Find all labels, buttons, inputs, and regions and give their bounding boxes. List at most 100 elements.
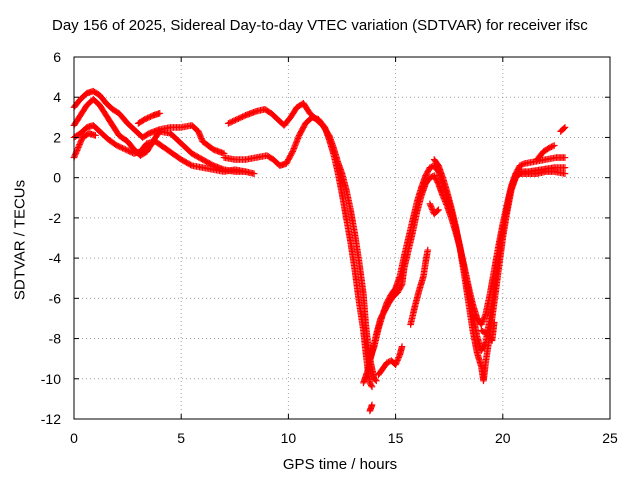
data-point (236, 114, 244, 122)
data-point (371, 376, 379, 384)
data-point (76, 139, 84, 147)
grid-lines (74, 57, 610, 419)
data-point (78, 137, 85, 144)
data-point (196, 130, 203, 138)
y-axis-label: SDTVAR / TECUs (11, 179, 29, 301)
x-tick-label: 0 (70, 430, 78, 446)
data-point (142, 115, 150, 122)
data-point (394, 355, 402, 363)
data-series (366, 162, 569, 362)
y-tick-label: 6 (53, 49, 61, 65)
x-axis-label: GPS time / hours (282, 456, 398, 473)
data-point (550, 142, 558, 149)
data-point (232, 116, 239, 124)
axis-ticks: 0 5 10 15 20 25 -12 -10 -8 -6 -4 -2 0 2 4 6 (41, 49, 618, 446)
data-point (120, 145, 128, 153)
data-point (427, 201, 434, 209)
data-point (145, 114, 153, 121)
data-point (115, 142, 122, 150)
data-series (70, 95, 249, 175)
data-point (479, 318, 486, 325)
data-point (429, 206, 436, 213)
data-point (122, 146, 129, 153)
data-point (198, 135, 205, 142)
data-point (226, 119, 234, 126)
data-point (195, 128, 202, 135)
data-point (239, 113, 246, 120)
data-point (424, 246, 432, 254)
data-point (156, 110, 164, 117)
data-point (126, 148, 134, 155)
data-points (70, 87, 569, 415)
data-point (227, 118, 235, 126)
data-point (561, 170, 569, 177)
data-point (141, 116, 149, 123)
data-point (428, 204, 436, 212)
data-point (197, 133, 205, 141)
data-point (147, 113, 154, 120)
data-series (135, 110, 164, 127)
data-point (479, 316, 487, 324)
data-point (237, 114, 245, 121)
data-point (392, 359, 400, 367)
data-point (561, 154, 569, 161)
data-point (368, 401, 376, 409)
data-point (546, 144, 554, 151)
data-point (373, 377, 380, 385)
chart-title: Day 156 of 2025, Sidereal Day-to-day VTE… (52, 17, 588, 34)
x-tick-label: 25 (602, 430, 618, 446)
data-series (557, 124, 569, 135)
data-point (516, 162, 524, 169)
data-point (435, 206, 442, 214)
x-tick-label: 20 (495, 430, 511, 446)
data-point (561, 124, 569, 131)
data-series (407, 246, 432, 328)
y-tick-label: -6 (49, 290, 62, 306)
data-point (144, 114, 151, 122)
data-point (71, 152, 78, 160)
data-point (519, 160, 527, 168)
data-point (395, 354, 402, 361)
data-point (225, 120, 232, 127)
y-tick-label: -4 (49, 250, 62, 266)
data-point (250, 170, 258, 177)
data-point (75, 142, 83, 150)
data-point (549, 142, 557, 150)
data-point (560, 125, 568, 132)
data-point (548, 143, 555, 151)
data-point (392, 361, 399, 368)
data-series (430, 156, 569, 385)
data-point (478, 319, 486, 327)
data-point (426, 164, 434, 171)
data-point (368, 382, 375, 389)
data-point (383, 359, 391, 366)
data-point (518, 161, 525, 169)
data-point (288, 149, 296, 157)
plot-frame (73, 56, 611, 420)
data-point (117, 144, 125, 151)
data-point (368, 383, 376, 391)
data-point (561, 164, 569, 171)
data-series (70, 130, 99, 161)
data-point (490, 319, 498, 326)
data-point (187, 161, 194, 169)
data-point (125, 147, 132, 155)
data-series (70, 87, 228, 157)
data-point (73, 147, 81, 154)
y-tick-label: -10 (41, 371, 61, 387)
data-point (74, 144, 82, 151)
data-point (394, 357, 401, 364)
x-tick-label: 15 (388, 430, 404, 446)
data-point (77, 138, 85, 146)
data-point (481, 313, 488, 321)
data-point (480, 315, 488, 323)
data-point (478, 321, 485, 328)
data-series (220, 114, 376, 391)
data-point (427, 203, 435, 210)
data-point (235, 115, 242, 122)
data-series (426, 200, 442, 218)
data-series (375, 343, 406, 379)
data-series (225, 99, 380, 385)
data-point (74, 145, 81, 153)
